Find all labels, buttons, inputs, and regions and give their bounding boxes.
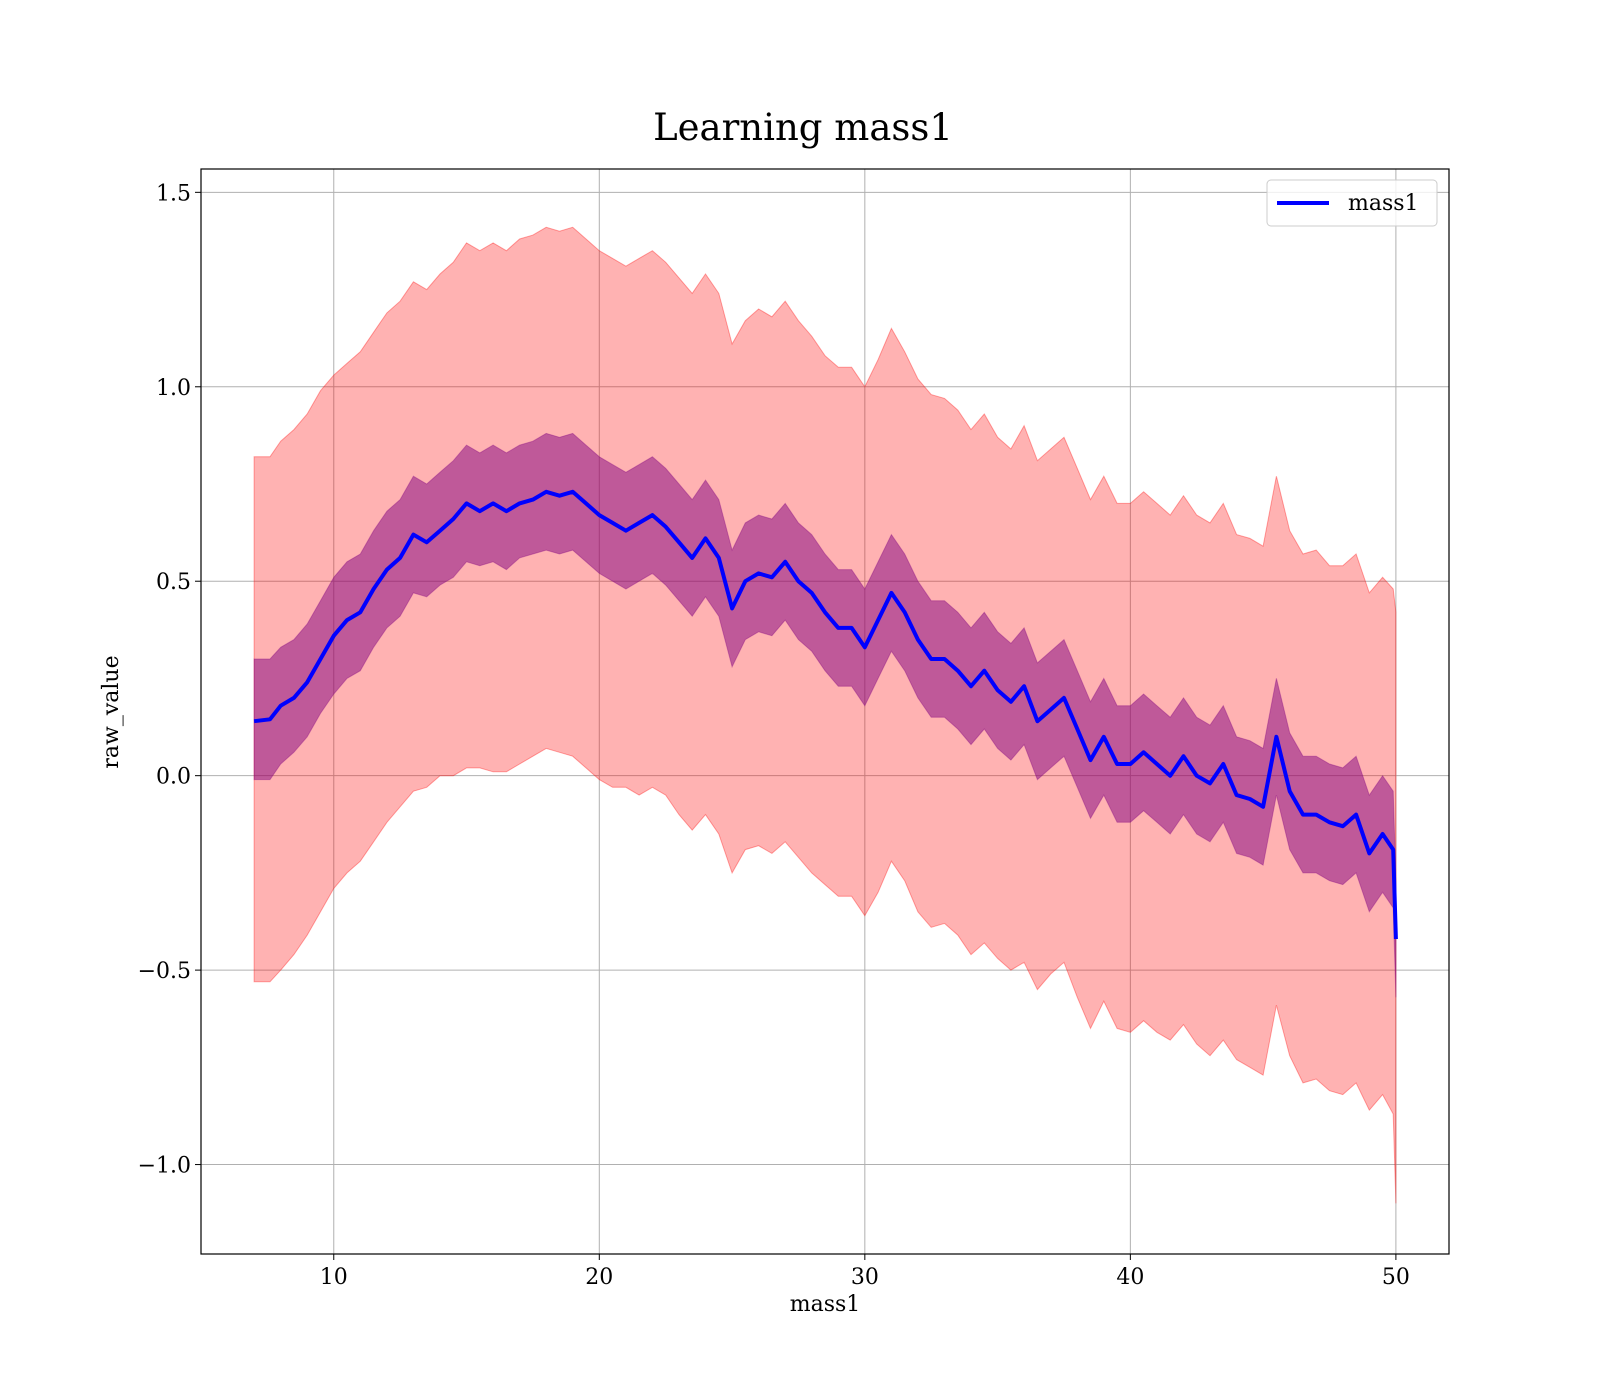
y-tick-label-5: 1.5 <box>156 181 191 206</box>
series-line-0 <box>253 489 1398 940</box>
x-tick-label-0: 10 <box>320 1265 348 1290</box>
band-1 <box>253 432 1397 998</box>
y-tick-label-4: 1.0 <box>156 376 191 401</box>
x-axis-ticks: 10 20 30 40 50 <box>320 1254 1410 1290</box>
series-lines <box>253 489 1398 940</box>
y-tick-label-1: −0.5 <box>138 959 191 984</box>
y-axis-label: raw_value <box>99 655 124 768</box>
y-tick-label-3: 0.5 <box>156 570 191 595</box>
x-tick-label-4: 50 <box>1382 1265 1410 1290</box>
x-tick-label-3: 40 <box>1116 1265 1144 1290</box>
x-tick-label-2: 30 <box>851 1265 879 1290</box>
legend-box <box>1266 179 1438 227</box>
legend: mass1 <box>1266 179 1438 227</box>
x-tick-label-1: 20 <box>585 1265 613 1290</box>
legend-label-mass1: mass1 <box>1348 191 1419 216</box>
plot-frame <box>200 168 1450 1255</box>
y-tick-label-0: −1.0 <box>138 1154 191 1179</box>
confidence-bands <box>253 226 1397 1204</box>
chart-title: Learning mass1 <box>653 106 953 149</box>
x-axis-label: mass1 <box>790 1292 861 1317</box>
y-tick-label-2: 0.0 <box>156 765 191 790</box>
y-axis-ticks: −1.0 −0.5 0.0 0.5 1.0 1.5 <box>138 181 201 1179</box>
